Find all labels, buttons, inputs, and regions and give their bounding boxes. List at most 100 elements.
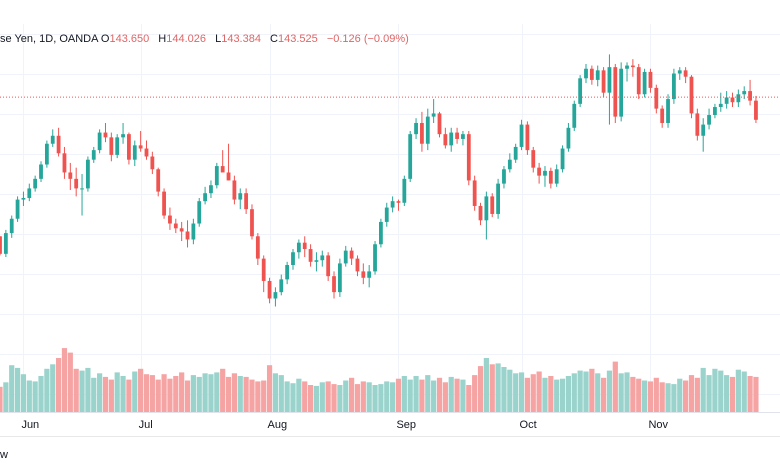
- candle: [296, 239, 301, 259]
- candle: [595, 65, 600, 87]
- candle: [672, 68, 676, 104]
- candle: [144, 140, 149, 160]
- volume-bar: [671, 384, 677, 412]
- candle: [168, 207, 172, 230]
- candle: [197, 197, 202, 227]
- candle: [660, 105, 665, 128]
- candle: [267, 277, 272, 304]
- volume-bar: [56, 358, 62, 412]
- volume-bar: [583, 371, 589, 412]
- volume-bar: [712, 368, 718, 412]
- candle: [279, 274, 284, 296]
- x-tick-label-jul: Jul: [138, 419, 153, 431]
- volume-bar: [302, 381, 308, 412]
- volume-bar: [577, 370, 583, 412]
- candle: [361, 263, 366, 285]
- candle: [531, 146, 536, 173]
- candle: [619, 62, 624, 122]
- close-label: C: [270, 33, 278, 45]
- volume-bar: [190, 375, 196, 412]
- candle: [584, 63, 588, 84]
- volume-bar: [600, 377, 607, 412]
- candle: [502, 166, 506, 189]
- volume-bar: [132, 371, 138, 412]
- candle: [0, 236, 2, 256]
- candle: [730, 92, 735, 108]
- volume-bar: [296, 378, 302, 412]
- candle: [355, 255, 360, 277]
- candle: [91, 146, 96, 163]
- volume-bar: [636, 378, 642, 412]
- candle: [367, 265, 372, 288]
- volume-bar: [548, 376, 554, 412]
- candle: [548, 167, 553, 189]
- candle: [414, 118, 418, 139]
- candlestick-chart[interactable]: [0, 24, 780, 412]
- volume-bar: [97, 373, 103, 412]
- candle: [33, 175, 38, 192]
- candle: [21, 191, 26, 206]
- volume-bar: [290, 383, 296, 412]
- volume-bar: [38, 376, 44, 412]
- candle: [513, 143, 518, 163]
- candle: [607, 54, 612, 125]
- volume-bar: [114, 372, 120, 412]
- symbol-title: se Yen, 1D, OANDA: [0, 33, 98, 45]
- candle: [589, 65, 594, 85]
- volume-bar: [366, 382, 372, 412]
- candle: [666, 94, 670, 128]
- candle: [396, 199, 401, 211]
- candle: [80, 174, 84, 216]
- volume-bar: [466, 385, 472, 412]
- candle: [74, 167, 79, 197]
- candle: [238, 188, 243, 210]
- candle: [150, 151, 155, 175]
- candle: [713, 103, 717, 119]
- volume-bars: [0, 348, 759, 412]
- candle: [707, 108, 711, 130]
- volume-bar: [612, 361, 618, 412]
- volume-bar: [108, 379, 114, 412]
- candle: [677, 67, 682, 80]
- candle: [261, 255, 266, 293]
- x-tick-label-nov: Nov: [648, 419, 669, 431]
- volume-bar: [448, 376, 454, 412]
- volume-bar: [559, 378, 566, 412]
- volume-bar: [220, 368, 226, 412]
- candle: [62, 146, 67, 179]
- volume-bar: [724, 375, 730, 412]
- candle: [654, 84, 659, 114]
- volume-bar: [9, 365, 15, 412]
- candle: [566, 122, 571, 152]
- volume-bar: [360, 381, 366, 412]
- volume-bar: [155, 379, 161, 412]
- volume-bar: [331, 384, 337, 412]
- volume-bar: [138, 368, 144, 412]
- volume-bar: [571, 373, 577, 412]
- volume-bar: [91, 377, 97, 412]
- chart-area[interactable]: [0, 24, 780, 412]
- candle: [109, 132, 114, 162]
- candle: [127, 132, 131, 165]
- candle: [683, 67, 688, 84]
- candle: [191, 218, 196, 245]
- volume-bar: [630, 376, 636, 412]
- candle: [601, 67, 606, 98]
- volume-bar: [372, 385, 378, 412]
- volume-bar: [272, 373, 279, 412]
- chart-grid: [0, 24, 780, 412]
- volume-bar: [536, 371, 542, 412]
- low-label: L: [215, 33, 222, 45]
- candle: [3, 229, 8, 258]
- volume-bar: [214, 372, 220, 412]
- volume-bar: [325, 381, 331, 412]
- candle: [244, 188, 249, 214]
- candle: [115, 134, 120, 159]
- candle: [455, 127, 459, 144]
- volume-bar: [179, 372, 185, 412]
- candle: [736, 89, 741, 108]
- time-axis[interactable]: Jun Jul Aug Sep Oct Nov: [0, 412, 780, 437]
- volume-bar: [266, 365, 273, 412]
- high-value: 144.026: [166, 33, 207, 45]
- volume-bar: [472, 375, 478, 412]
